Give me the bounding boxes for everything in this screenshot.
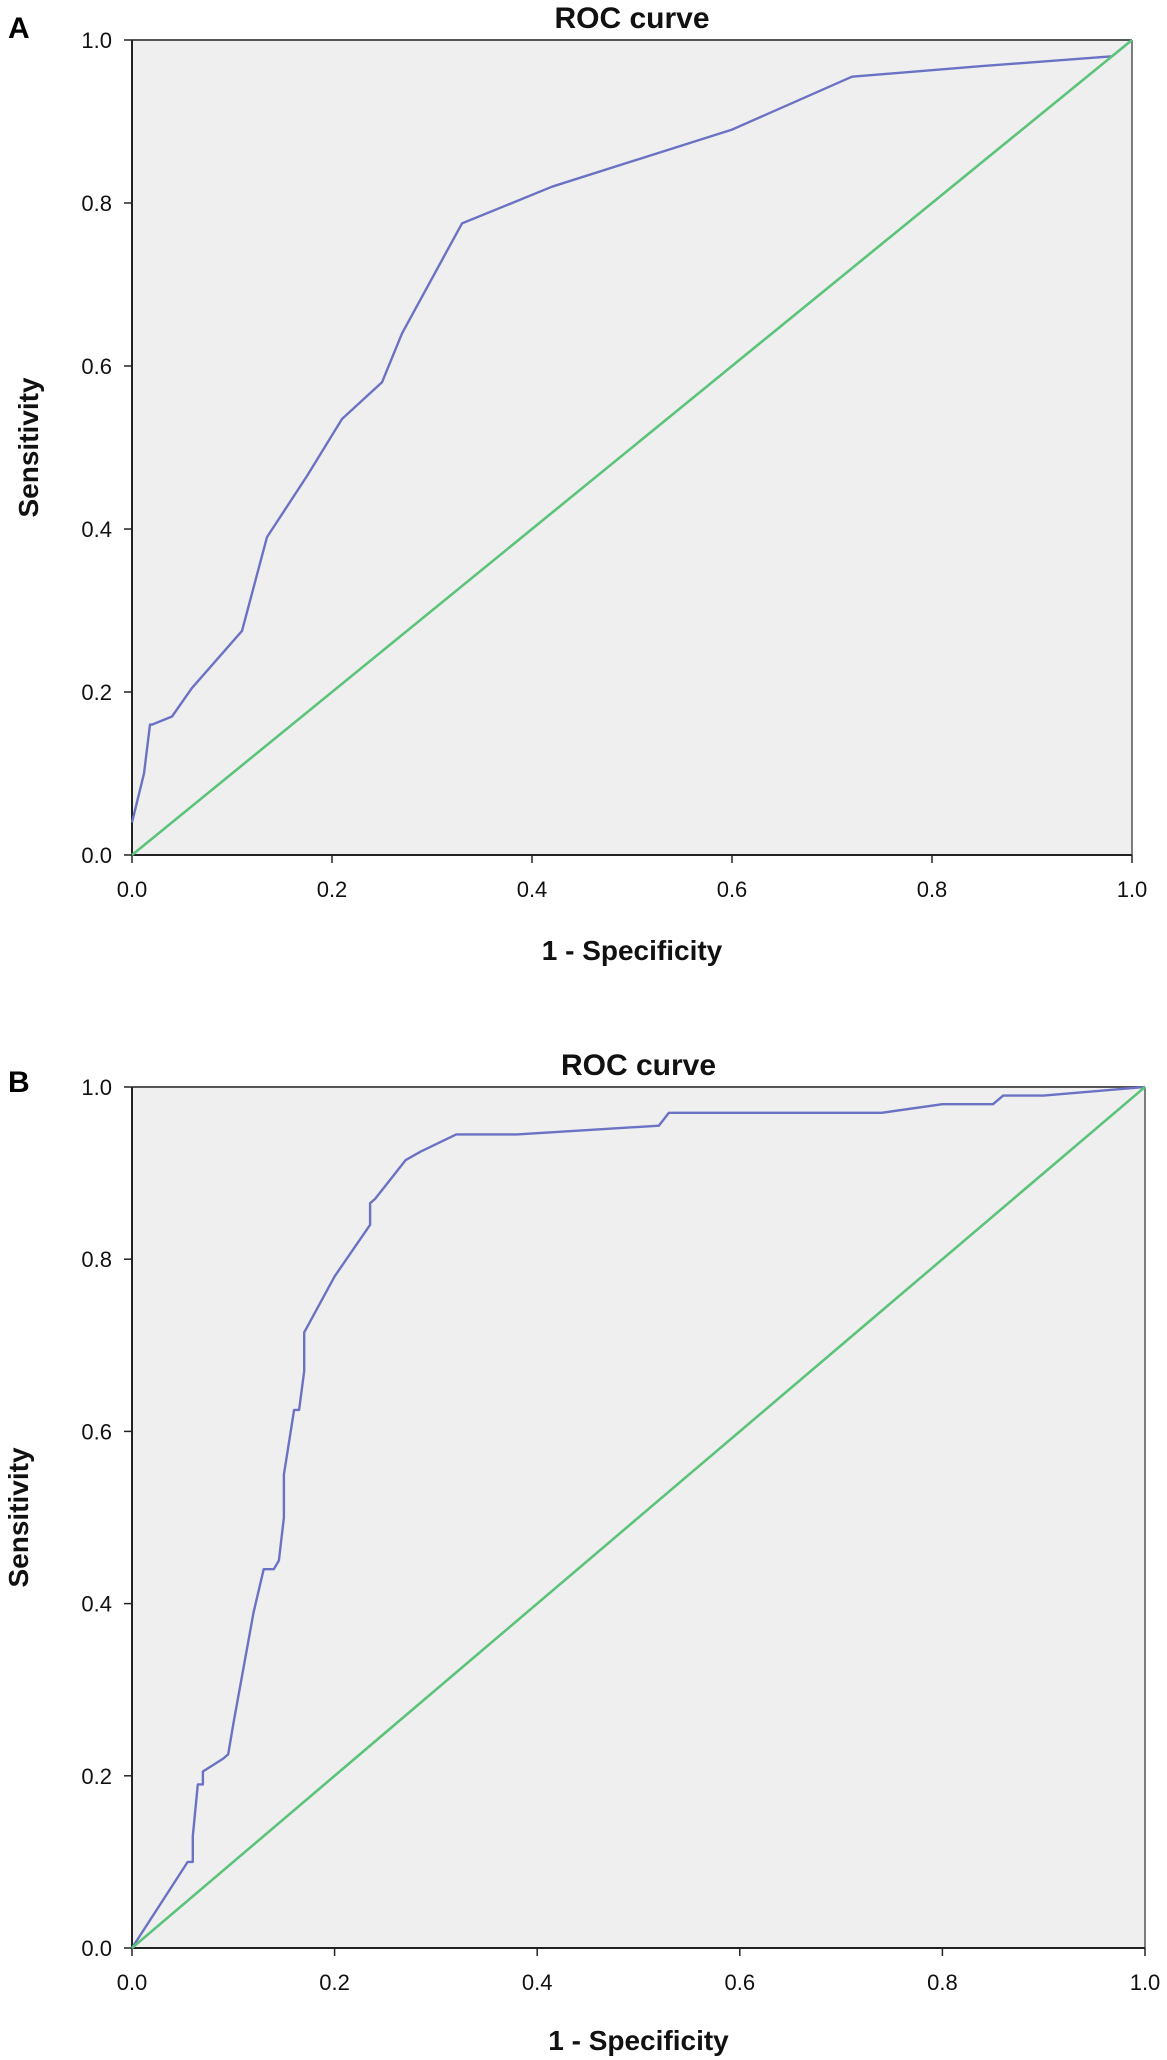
panel-b-x-axis-label: 1 - Specificity: [548, 2025, 729, 2056]
panel-a-y-axis-label: Sensitivity: [13, 377, 44, 517]
panel-b-title: ROC curve: [561, 1049, 716, 1082]
panel-a-y-tick-label: 0.6: [81, 354, 112, 379]
panel-b-y-tick-label: 1.0: [81, 1075, 112, 1100]
panel-a-reference-line: [131, 38, 1133, 857]
panel-b-x-tick-label: 1.0: [1130, 1970, 1161, 1995]
panel-a-x-tick-label: 0.4: [517, 877, 548, 902]
panel-b-x-tick-label: 0.0: [117, 1970, 148, 1995]
panel-b-y-axis-label: Sensitivity: [3, 1447, 34, 1587]
panel-a-x-axis-label: 1 - Specificity: [542, 935, 723, 966]
panel-a-x-tick-label: 0.6: [717, 877, 748, 902]
panel-b-y-tick-label: 0.4: [81, 1592, 112, 1617]
panel-a-letter: A: [8, 12, 30, 45]
panel-a-x-tick-label: 1.0: [1117, 877, 1148, 902]
panel-b-x-tick-label: 0.2: [319, 1970, 350, 1995]
panel-b-y-tick-label: 0.0: [81, 1936, 112, 1961]
panel-a-roc-curve: [130, 39, 1133, 823]
panel-a-y-tick-label: 0.0: [81, 843, 112, 868]
panel-b-y-tick-label: 0.2: [81, 1764, 112, 1789]
panel-b-x-tick-label: 0.4: [522, 1970, 553, 1995]
panel-a-x-tick-label: 0.2: [317, 877, 348, 902]
panel-b-letter: B: [8, 1066, 30, 1099]
panel-b-roc-curve: [130, 1085, 1146, 1949]
panel-a: 0.0 0.2 0.4 0.6 0.8 1.0 0.0 0.2 0.4 0.6 0.8 1.0 ROC …: [8, 2, 1147, 966]
panel-a-y-tick-label: 0.2: [81, 680, 112, 705]
panel-b: 0.0 0.2 0.4 0.6 0.8 1.0 0.0 0.2 0.4 0.6 0.8 1.0 ROC …: [3, 1049, 1160, 2056]
panel-a-title: ROC curve: [554, 2, 709, 35]
panel-b-y-tick-label: 0.8: [81, 1247, 112, 1272]
panel-b-y-tick-label: 0.6: [81, 1419, 112, 1444]
panel-b-x-tick-label: 0.8: [927, 1970, 958, 1995]
panel-a-y-tick-label: 0.4: [81, 517, 112, 542]
panel-a-y-tick-label: 0.8: [81, 191, 112, 216]
panel-a-x-tick-label: 0.8: [917, 877, 948, 902]
panel-b-x-tick-label: 0.6: [725, 1970, 756, 1995]
panel-a-y-tick-label: 1.0: [81, 28, 112, 53]
panel-b-reference-line: [131, 1086, 1146, 1949]
panel-a-x-tick-label: 0.0: [117, 877, 148, 902]
